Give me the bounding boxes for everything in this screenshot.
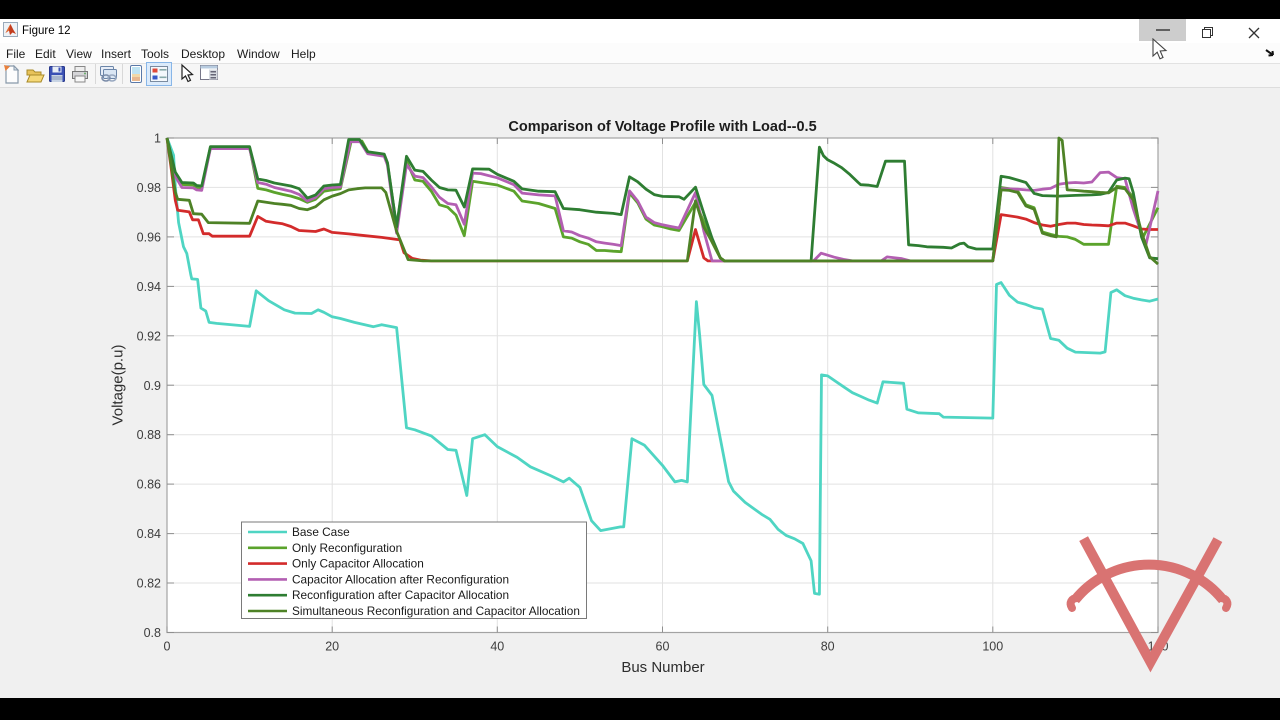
svg-text:Reconfiguration after Capacito: Reconfiguration after Capacitor Allocati…	[292, 588, 509, 602]
svg-text:Base Case: Base Case	[292, 525, 350, 539]
svg-text:0.82: 0.82	[137, 577, 161, 591]
svg-text:40: 40	[490, 640, 504, 654]
svg-text:0.98: 0.98	[137, 181, 161, 195]
svg-text:100: 100	[982, 640, 1003, 654]
svg-text:Bus Number: Bus Number	[621, 659, 704, 676]
svg-text:Capacitor Allocation after Rec: Capacitor Allocation after Reconfigurati…	[292, 572, 509, 586]
svg-text:Comparison of Voltage Profile: Comparison of Voltage Profile with Load-…	[508, 119, 816, 135]
svg-text:20: 20	[325, 640, 339, 654]
svg-text:0.8: 0.8	[144, 626, 161, 640]
svg-text:0.96: 0.96	[137, 230, 161, 244]
svg-text:80: 80	[821, 640, 835, 654]
svg-text:Only Reconfiguration: Only Reconfiguration	[292, 541, 402, 555]
svg-text:0.86: 0.86	[137, 478, 161, 492]
svg-text:0.84: 0.84	[137, 527, 161, 541]
svg-text:0.9: 0.9	[144, 379, 161, 393]
svg-text:60: 60	[656, 640, 670, 654]
svg-text:0: 0	[164, 640, 171, 654]
svg-text:0.92: 0.92	[137, 329, 161, 343]
svg-text:0.94: 0.94	[137, 280, 161, 294]
svg-text:Only Capacitor Allocation: Only Capacitor Allocation	[292, 557, 424, 571]
svg-text:0.88: 0.88	[137, 428, 161, 442]
svg-text:Voltage(p.u): Voltage(p.u)	[110, 345, 127, 426]
svg-text:1: 1	[154, 132, 161, 146]
svg-text:Simultaneous Reconfiguration a: Simultaneous Reconfiguration and Capacit…	[292, 604, 580, 618]
